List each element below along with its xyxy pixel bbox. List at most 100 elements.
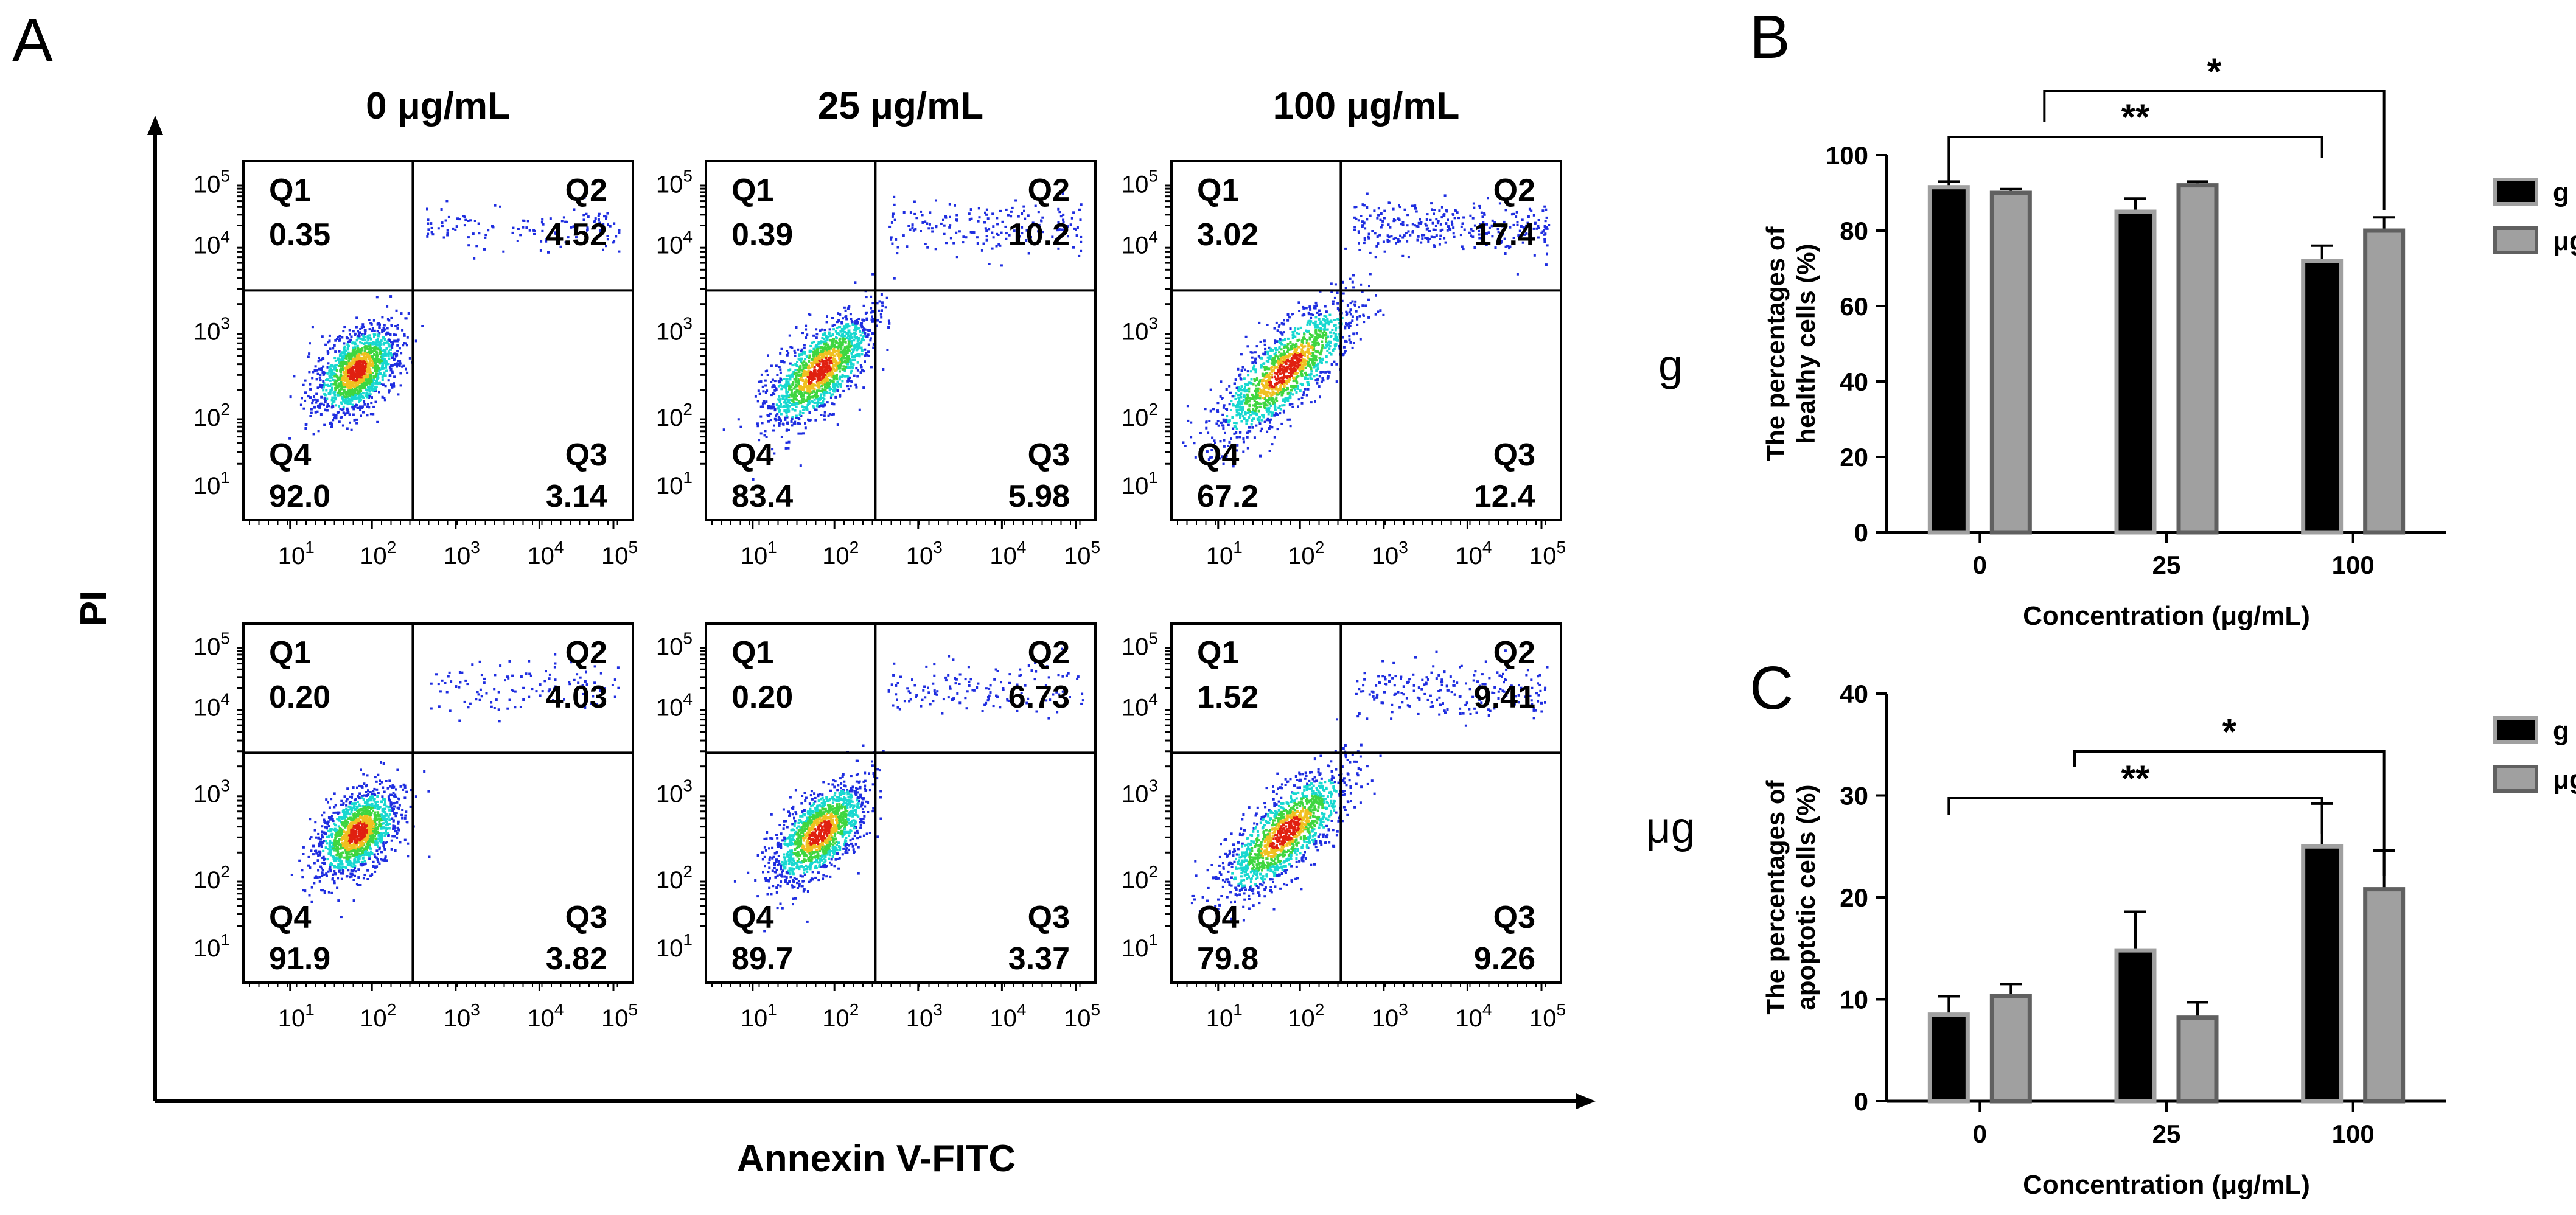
scatter-point	[343, 395, 346, 399]
scatter-point	[1227, 423, 1230, 426]
scatter-point	[386, 352, 389, 355]
scatter-point	[347, 386, 351, 389]
scatter-point	[1283, 358, 1286, 361]
scatter-point	[847, 306, 850, 308]
scatter-point	[1277, 375, 1280, 377]
scatter-point	[613, 240, 616, 243]
scatter-point	[1305, 339, 1308, 342]
scatter-point	[1530, 209, 1533, 212]
scatter-point	[837, 347, 840, 350]
scatter-point	[793, 373, 796, 376]
scatter-point	[1310, 346, 1313, 349]
scatter-point	[1293, 357, 1296, 360]
scatter-point	[350, 335, 353, 338]
scatter-point	[1433, 212, 1435, 215]
scatter-point	[1294, 327, 1297, 330]
scatter-point	[364, 348, 367, 351]
scatter-point	[343, 388, 346, 391]
x-tick-label: 103	[444, 538, 480, 569]
scatter-point	[1289, 389, 1292, 392]
scatter-point	[320, 395, 323, 399]
scatter-point	[1220, 380, 1223, 383]
scatter-point	[369, 322, 372, 325]
scatter-point	[344, 392, 347, 395]
scatter-point	[381, 316, 384, 319]
scatter-point	[338, 382, 341, 385]
scatter-point	[334, 367, 337, 370]
scatter-point	[326, 352, 329, 355]
scatter-point	[808, 364, 811, 367]
scatter-point	[926, 246, 929, 249]
scatter-point	[337, 336, 340, 339]
scatter-point	[858, 342, 861, 345]
scatter-point	[1270, 369, 1273, 372]
scatter-point	[329, 375, 332, 378]
scatter-point	[452, 227, 455, 230]
scatter-point	[1245, 419, 1248, 422]
scatter-point	[1425, 218, 1428, 221]
tick-exponent: 1	[683, 468, 693, 487]
scatter-point	[1271, 414, 1274, 417]
scatter-point	[795, 405, 798, 408]
scatter-point	[808, 354, 811, 357]
scatter-point	[313, 369, 316, 372]
scatter-point	[1294, 350, 1297, 353]
scatter-point	[348, 329, 351, 332]
scatter-point	[1273, 352, 1276, 355]
scatter-point	[1209, 456, 1212, 459]
scatter-point	[311, 326, 314, 329]
scatter-point	[332, 405, 335, 408]
scatter-point	[801, 405, 804, 408]
scatter-point	[815, 356, 819, 358]
scatter-point	[797, 379, 800, 382]
scatter-point	[826, 358, 829, 361]
scatter-point	[797, 374, 800, 377]
scatter-point	[815, 360, 818, 363]
scatter-point	[1241, 408, 1244, 411]
scatter-point	[829, 346, 832, 349]
scatter-point	[371, 381, 374, 384]
scatter-point	[1504, 223, 1507, 226]
scatter-point	[758, 392, 761, 395]
scatter-point	[446, 234, 449, 237]
scatter-point	[377, 381, 380, 385]
scatter-point	[354, 350, 357, 353]
scatter-point	[921, 221, 924, 224]
scatter-point	[319, 385, 322, 388]
scatter-point	[829, 352, 832, 355]
scatter-point	[388, 352, 391, 355]
scatter-point	[1321, 340, 1324, 343]
x-axis-title: Annexin V-FITC	[737, 1138, 1016, 1180]
scatter-point	[335, 369, 338, 372]
scatter-point	[834, 339, 837, 343]
scatter-point	[805, 370, 808, 373]
scatter-point	[785, 374, 788, 377]
scatter-point	[1401, 254, 1405, 257]
scatter-point	[972, 231, 976, 234]
scatter-point	[330, 399, 333, 402]
scatter-point	[1351, 300, 1354, 303]
scatter-point	[1325, 333, 1328, 336]
scatter-point	[856, 354, 859, 357]
scatter-point	[395, 309, 398, 312]
scatter-point	[1367, 235, 1370, 238]
scatter-point	[825, 367, 828, 370]
scatter-point	[1314, 307, 1317, 310]
scatter-point	[991, 212, 994, 215]
scatter-point	[795, 395, 798, 397]
scatter-point	[758, 380, 760, 383]
scatter-point	[1366, 192, 1369, 195]
scatter-point	[826, 361, 829, 364]
scatter-point	[347, 369, 350, 372]
scatter-point	[1283, 400, 1286, 403]
scatter-point	[1274, 342, 1276, 345]
scatter-point	[1274, 403, 1276, 406]
scatter-point	[1289, 347, 1292, 350]
scatter-point	[1318, 351, 1321, 354]
scatter-point	[840, 346, 843, 349]
scatter-point	[334, 359, 337, 362]
scatter-point	[1324, 325, 1327, 328]
scatter-point	[781, 397, 784, 400]
scatter-point	[328, 339, 331, 343]
scatter-point	[769, 419, 772, 422]
